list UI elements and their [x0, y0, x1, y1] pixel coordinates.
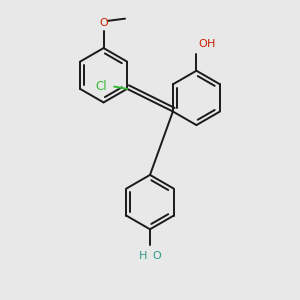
Text: H: H — [207, 39, 215, 49]
Text: O: O — [152, 251, 161, 261]
Text: H: H — [140, 251, 148, 261]
Text: O: O — [199, 39, 207, 49]
Text: Cl: Cl — [96, 80, 107, 93]
Text: O: O — [99, 18, 108, 28]
